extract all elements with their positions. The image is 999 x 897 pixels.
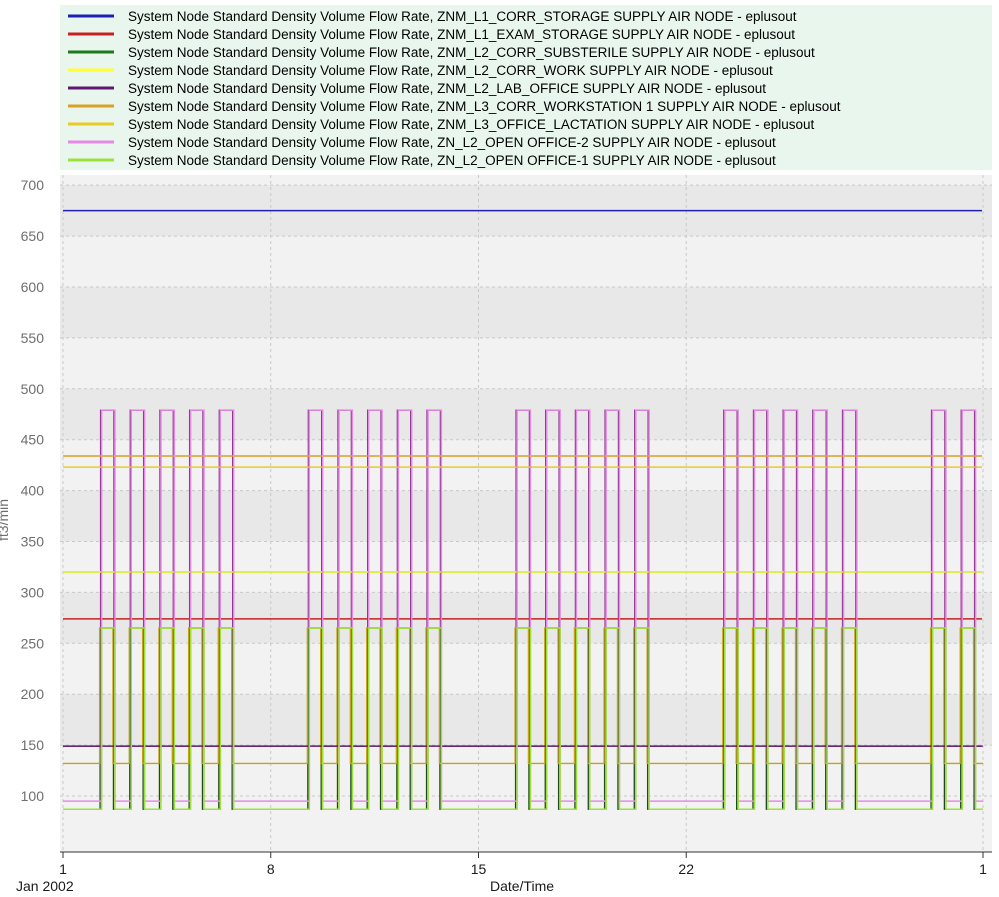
y-tick-label: 400 — [21, 483, 45, 499]
background-band — [60, 694, 992, 746]
x-tick-label: 1 — [979, 861, 987, 877]
x-tick-labels: 1 8 15 22 1 — [59, 861, 987, 877]
legend-entry: System Node Standard Density Volume Flow… — [128, 99, 841, 114]
x-axis-date-label: Jan 2002 — [16, 878, 74, 894]
background-band — [60, 286, 992, 338]
series-lines — [63, 209, 983, 810]
x-tick-label: 22 — [678, 861, 694, 877]
y-tick-label: 100 — [21, 788, 45, 804]
legend-background — [60, 5, 992, 170]
y-tick-label: 300 — [21, 584, 45, 600]
x-tick-label: 1 — [59, 861, 67, 877]
legend-entry: System Node Standard Density Volume Flow… — [128, 135, 776, 150]
legend-entry: System Node Standard Density Volume Flow… — [128, 81, 766, 96]
y-tick-label: 600 — [21, 279, 45, 295]
legend-entry: System Node Standard Density Volume Flow… — [128, 27, 795, 42]
background-band — [60, 388, 992, 440]
y-axis-title: ft3/min — [0, 499, 11, 541]
y-tick-label: 350 — [21, 533, 45, 549]
y-tick-label: 150 — [21, 737, 45, 753]
x-tick-label: 8 — [267, 861, 275, 877]
y-tick-label: 650 — [21, 228, 45, 244]
plot-background-bands — [60, 175, 992, 852]
y-tick-label: 700 — [21, 177, 45, 193]
x-axis-title: Date/Time — [490, 878, 554, 894]
grid-lines — [60, 175, 992, 852]
legend-entry: System Node Standard Density Volume Flow… — [128, 153, 776, 168]
y-tick-label: 550 — [21, 330, 45, 346]
axes — [60, 851, 992, 858]
legend-entry: System Node Standard Density Volume Flow… — [128, 9, 797, 24]
legend-entry: System Node Standard Density Volume Flow… — [128, 45, 815, 60]
x-tick-label: 15 — [471, 861, 487, 877]
y-tick-label: 250 — [21, 635, 45, 651]
y-tick-labels: 100 150 200 250 300 350 400 450 500 550 600 650 700 — [21, 177, 45, 804]
y-tick-label: 450 — [21, 432, 45, 448]
background-band — [60, 592, 992, 644]
legend-entry: System Node Standard Density Volume Flow… — [128, 117, 815, 132]
y-tick-label: 500 — [21, 381, 45, 397]
series-line — [63, 627, 983, 810]
legend: System Node Standard Density Volume Flow… — [68, 9, 841, 168]
background-band — [60, 490, 992, 542]
y-tick-label: 200 — [21, 686, 45, 702]
legend-entry: System Node Standard Density Volume Flow… — [128, 63, 773, 78]
